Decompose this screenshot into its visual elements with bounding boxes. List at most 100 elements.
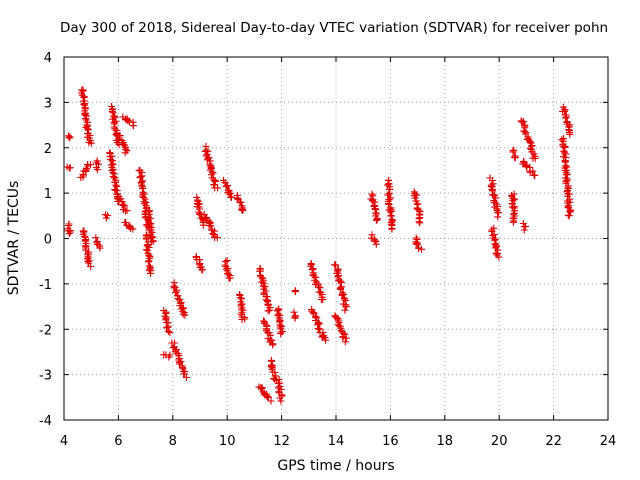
grid-layer [64,57,608,420]
data-point [494,213,502,221]
data-point [82,166,90,174]
data-point [207,165,215,173]
data-point [509,148,517,156]
data-point [494,249,502,257]
data-point [273,307,281,315]
data-point [561,108,568,116]
y-tick-label: -1 [39,278,52,293]
data-point [385,189,393,197]
data-point [199,266,207,274]
data-point [416,219,424,227]
data-point [340,291,348,298]
data-point [166,329,174,336]
data-point [337,285,344,293]
x-tick-label: 18 [437,434,454,449]
data-point [322,336,330,344]
data-point [314,324,322,332]
data-point [181,311,189,319]
data-point [66,133,74,141]
data-point [129,225,137,233]
data-point [112,131,120,139]
data-point [266,306,274,314]
data-point [87,161,94,169]
data-point [314,283,322,291]
data-point [412,197,420,205]
data-point [123,207,131,215]
data-point [241,315,249,323]
data-point [341,338,349,346]
data-point [102,214,110,222]
data-point [129,122,137,130]
data-point [214,184,222,192]
data-point [108,157,116,165]
data-point [222,265,230,273]
data-point [211,178,219,186]
x-tick-label: 22 [545,434,562,449]
data-point [107,156,115,164]
data-point [413,241,421,248]
data-point [144,258,152,266]
data-point [387,212,395,220]
data-point [510,146,518,154]
data-point [164,327,172,335]
data-point [238,205,246,213]
y-tick-label: 2 [44,142,52,157]
data-point [179,307,187,315]
data-point [96,244,104,252]
data-point [531,172,539,179]
data-point [510,195,518,203]
data-point [275,376,283,383]
data-point [559,153,567,161]
x-tick-label: 16 [382,434,399,449]
data-point [511,154,519,162]
data-point [372,240,380,248]
data-point [368,190,376,198]
data-point [204,147,212,155]
chart-title: Day 300 of 2018, Sidereal Day-to-day VTE… [60,20,608,36]
data-point [149,237,157,245]
data-point [109,109,117,117]
data-point [509,197,517,205]
data-point [213,234,221,242]
data-point [491,191,499,199]
data-point [142,246,150,254]
data-point [179,310,187,318]
data-point [291,314,299,322]
data-point [66,164,74,172]
data-point [224,182,232,190]
data-point [388,207,396,215]
data-point [180,304,187,312]
data-point [276,394,284,402]
data-point [318,333,326,341]
data-points-layer [63,86,575,405]
x-tick-label: 14 [328,434,345,449]
data-point [415,218,423,226]
x-tick-label: 4 [60,434,68,449]
data-point [277,397,285,405]
data-point [267,397,275,405]
tick-marks [63,56,609,421]
x-tick-label: 10 [219,434,236,449]
data-point [234,195,242,203]
data-point [277,330,285,338]
data-point [309,308,317,316]
data-point [291,288,299,296]
data-point [222,183,230,190]
data-point [139,194,147,201]
data-point [372,216,380,224]
y-tick-label: -2 [39,323,52,338]
y-tick-label: 4 [44,51,52,66]
data-point [276,383,284,390]
data-point [233,194,241,202]
data-point [386,208,394,216]
data-point [166,351,174,359]
x-axis-label: GPS time / hours [277,458,394,474]
data-point [267,362,275,370]
data-point [373,216,381,223]
data-point [510,217,518,225]
data-point [342,334,350,342]
data-point [562,114,569,122]
data-point [124,117,132,125]
data-point [111,178,119,186]
data-point [177,298,185,306]
